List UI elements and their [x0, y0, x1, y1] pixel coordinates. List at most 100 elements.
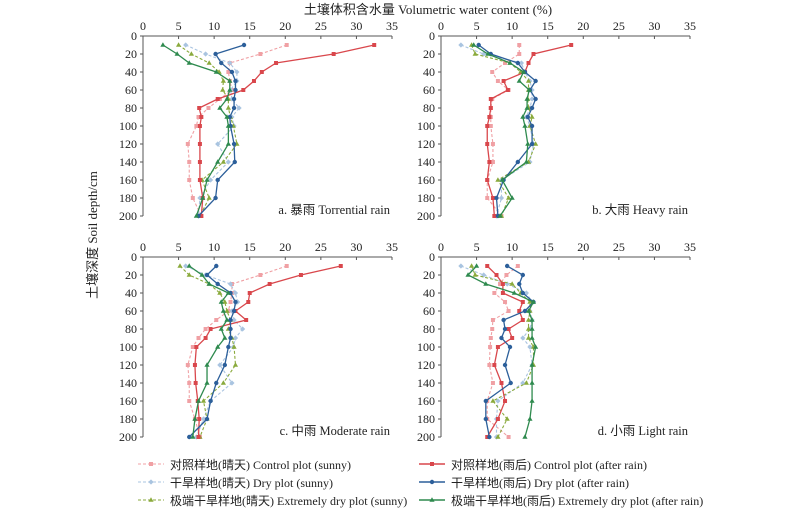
data-point [204, 362, 210, 367]
y-tick-label: 200 [119, 430, 137, 444]
x-tick-label: 15 [244, 240, 256, 254]
data-point [224, 308, 230, 313]
data-point [485, 264, 490, 268]
data-point [175, 42, 182, 47]
data-point [492, 363, 497, 367]
data-point [298, 273, 303, 277]
y-tick-label: 120 [417, 137, 435, 151]
data-point [204, 272, 210, 278]
data-point [504, 273, 509, 277]
data-point [217, 362, 223, 368]
data-point [533, 141, 539, 146]
data-point [246, 300, 251, 304]
data-point [485, 178, 490, 182]
data-point [206, 60, 212, 65]
legend-swatch [419, 497, 445, 502]
data-point [183, 42, 189, 48]
data-point [506, 309, 511, 313]
data-point [525, 308, 532, 313]
data-point [220, 87, 226, 92]
data-point [241, 42, 247, 48]
data-point [490, 142, 495, 146]
x-tick-label: 10 [208, 19, 220, 33]
x-tick-label: 10 [208, 240, 220, 254]
data-point [525, 141, 531, 146]
data-point [228, 300, 233, 304]
y-tick-label: 20 [125, 268, 137, 282]
data-point [515, 159, 521, 165]
series-extreme-sunny [175, 42, 240, 218]
data-point [259, 70, 264, 74]
data-point [520, 335, 526, 341]
data-point [487, 115, 492, 119]
data-point [244, 318, 249, 322]
data-point [476, 42, 481, 48]
panel-label: d. 小雨 Light rain [598, 424, 689, 438]
data-point [522, 434, 528, 439]
y-tick-label: 100 [417, 119, 435, 133]
data-point [490, 160, 495, 164]
data-point [190, 345, 195, 349]
data-point [232, 290, 239, 296]
data-point [524, 96, 530, 101]
series-dry-after [476, 42, 538, 219]
data-point [188, 51, 194, 56]
legend-marker [430, 462, 434, 466]
data-point [522, 123, 528, 128]
x-tick-label: 25 [315, 19, 327, 33]
y-tick-label: 0 [429, 29, 435, 43]
data-point [516, 78, 522, 83]
legend-marker [429, 479, 435, 485]
data-point [511, 290, 517, 295]
y-tick-label: 100 [119, 119, 137, 133]
data-point [215, 344, 221, 349]
data-point [231, 344, 237, 349]
data-point [506, 327, 511, 331]
y-tick-label: 120 [119, 137, 137, 151]
y-tick-label: 80 [423, 101, 435, 115]
data-point [490, 327, 495, 331]
legend-label: 对照样地(雨后) Control plot (after rain) [451, 457, 647, 472]
data-point [495, 417, 500, 421]
data-point [531, 52, 536, 56]
data-point [500, 282, 505, 286]
x-tick-label: 15 [542, 240, 554, 254]
series-line [185, 44, 240, 217]
data-point [222, 335, 228, 340]
data-point [225, 105, 231, 110]
x-tick-label: 30 [350, 19, 362, 33]
data-point [520, 272, 526, 278]
data-point [497, 213, 503, 218]
data-point [487, 434, 492, 440]
data-point [214, 380, 219, 386]
data-point [196, 336, 201, 340]
data-point [185, 142, 190, 146]
series-line [187, 265, 287, 438]
data-point [187, 160, 192, 164]
data-point [183, 263, 189, 269]
data-point [483, 416, 489, 422]
data-point [222, 362, 228, 368]
data-point [495, 434, 501, 439]
y-tick-label: 0 [131, 29, 137, 43]
y-tick-label: 160 [119, 394, 137, 408]
series-control-after [197, 43, 377, 218]
series-extreme-after [160, 42, 233, 218]
series-control-after [485, 43, 574, 218]
data-point [224, 96, 230, 101]
legend-marker [149, 462, 153, 466]
data-point [503, 61, 508, 65]
data-point [495, 345, 500, 349]
data-point [160, 42, 166, 47]
x-tick-label: 20 [577, 19, 589, 33]
data-point [196, 115, 201, 119]
data-point [217, 105, 223, 110]
y-tick-label: 140 [119, 376, 137, 390]
data-point [227, 78, 233, 83]
y-tick-label: 120 [417, 358, 435, 372]
data-point [187, 399, 192, 403]
data-point [473, 263, 480, 268]
data-point [525, 114, 530, 120]
legend-label: 干旱样地(雨后) Dry plot (after rain) [451, 475, 629, 490]
